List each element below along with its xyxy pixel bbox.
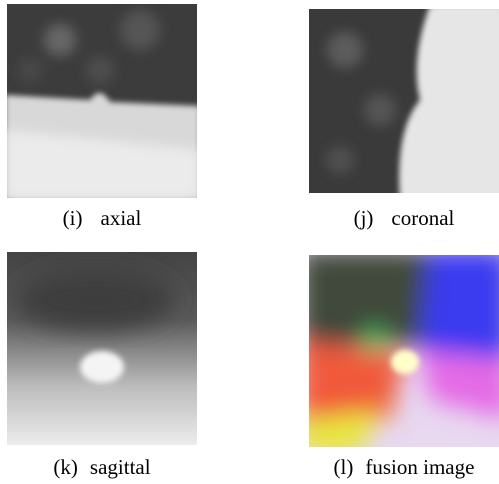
coronal-image (309, 5, 499, 200)
caption-name: coronal (391, 206, 454, 230)
caption: (k) sagittal (53, 455, 150, 479)
caption-name: axial (101, 206, 142, 230)
caption: (j) coronal (354, 206, 455, 230)
caption-label: (k) (53, 455, 78, 479)
caption: (l) fusion image (334, 455, 475, 479)
caption-name: sagittal (90, 455, 151, 479)
sagittal-image (7, 252, 197, 445)
axial-image (5, 4, 200, 200)
fusion-image (300, 250, 499, 455)
caption-label: (l) (334, 455, 354, 479)
caption-label: (i) (63, 206, 83, 230)
caption-name: fusion image (365, 455, 474, 479)
caption: (i) axial (63, 206, 142, 230)
figure: (i) axial (j) coronal (k) sagittal (l) fusio… (0, 0, 499, 484)
caption-label: (j) (354, 206, 374, 230)
